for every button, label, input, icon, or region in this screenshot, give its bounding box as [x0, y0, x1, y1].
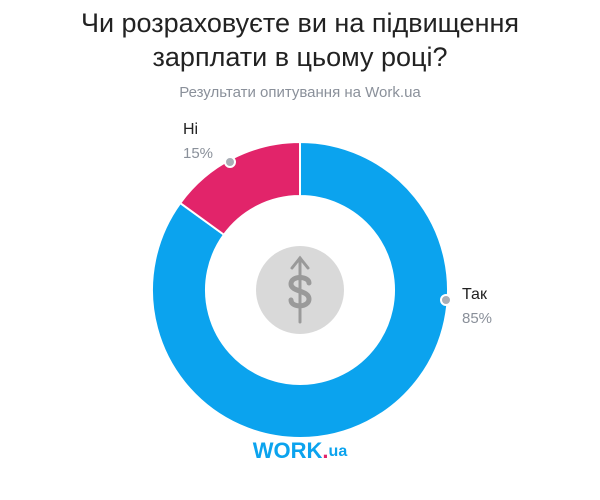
chart-title: Чи розраховуєте ви на підвищення зарплат…: [80, 8, 520, 72]
logo: WORK.ua: [253, 438, 348, 463]
logo-part: .: [322, 438, 328, 463]
value-label: 15%: [183, 145, 213, 162]
label-dot: [440, 294, 452, 306]
category-label: Так: [462, 286, 488, 303]
logo-part: WORK: [253, 438, 323, 463]
chart-subtitle: Результати опитування на Work.ua: [179, 84, 421, 101]
value-label: 85%: [462, 310, 492, 327]
label-dot: [224, 156, 236, 168]
labels: Так 85% Ні 15%: [183, 121, 492, 327]
dollar-icon: [288, 255, 312, 324]
category-label: Ні: [183, 121, 198, 138]
slice: [178, 140, 301, 237]
logo-part: ua: [329, 443, 348, 460]
